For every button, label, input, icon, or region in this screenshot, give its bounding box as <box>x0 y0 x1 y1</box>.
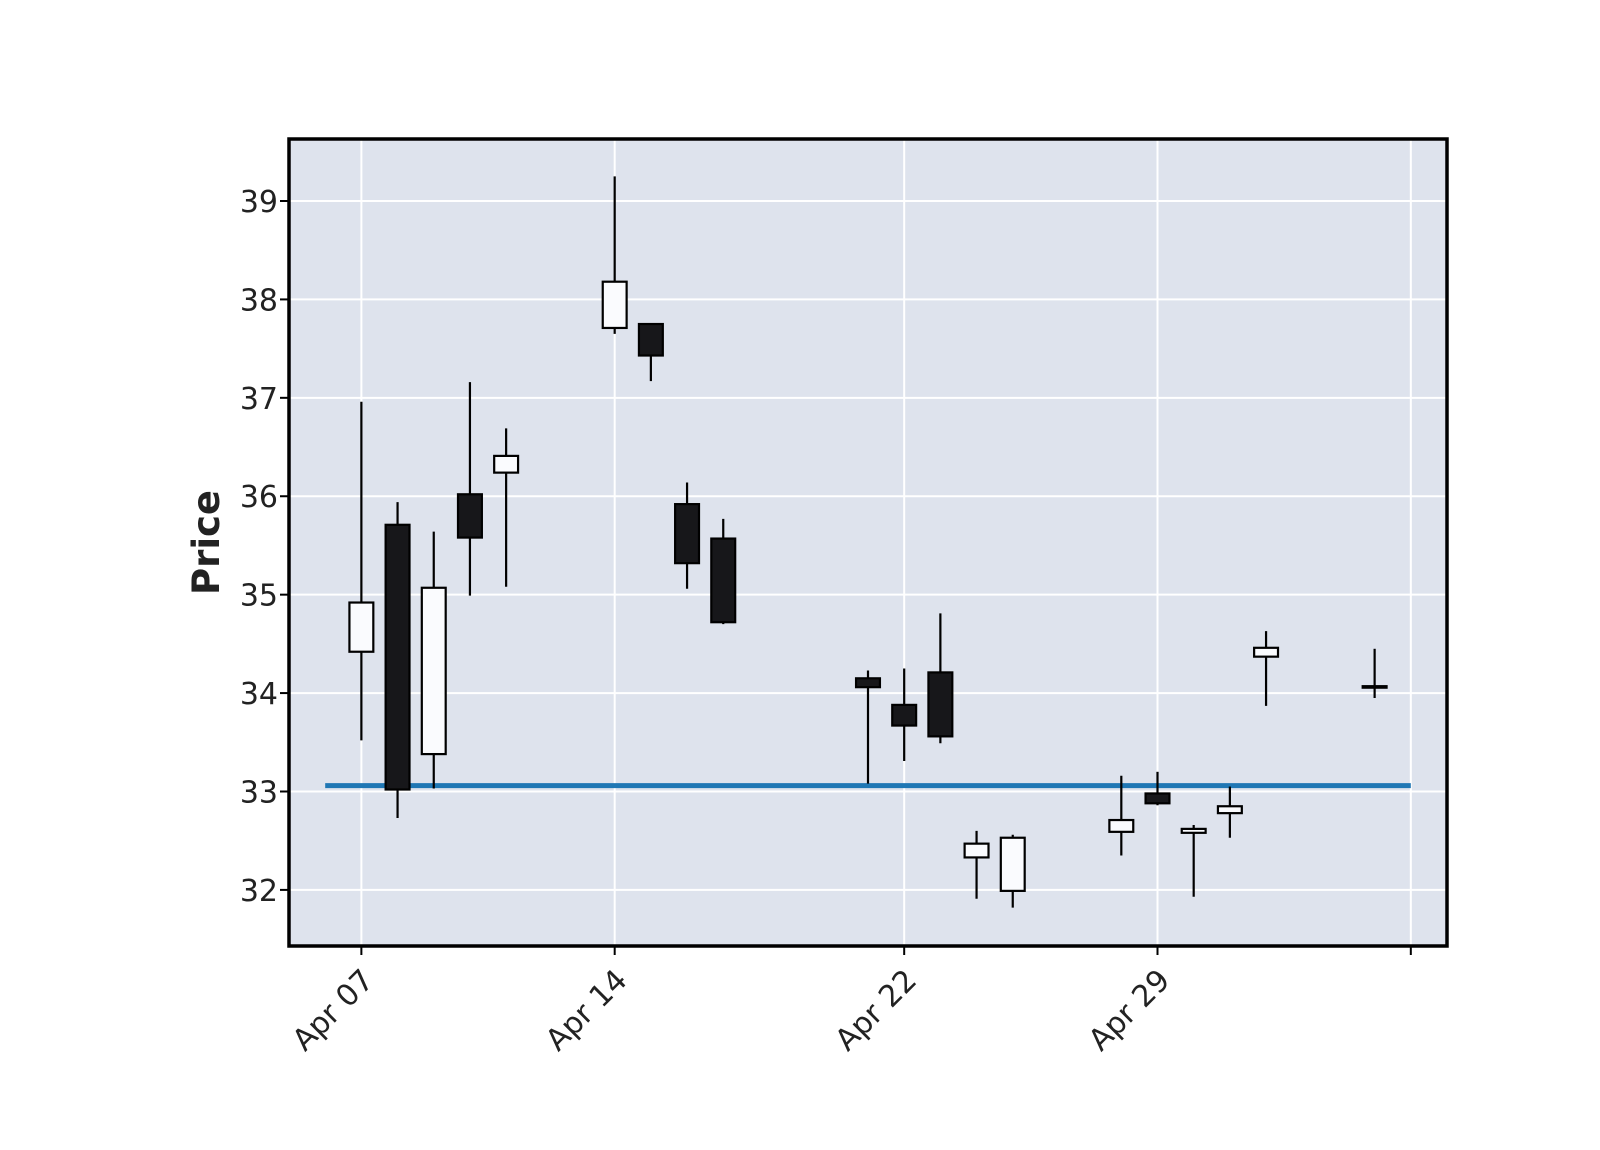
candle <box>1144 771 1171 806</box>
candle-body-up <box>963 842 990 859</box>
candle-body-up <box>1108 818 1135 833</box>
candle-body-down <box>1144 792 1171 805</box>
candle <box>891 668 918 761</box>
candle-body-up <box>601 280 628 330</box>
y-tick-label: 35 <box>240 579 278 614</box>
candle-body-down <box>927 671 954 738</box>
x-tick-label: Apr 22 <box>829 963 924 1058</box>
y-tick-label: 39 <box>240 185 278 220</box>
candle <box>384 502 411 819</box>
candle-body-down <box>854 677 882 689</box>
candle <box>927 613 954 744</box>
candle <box>493 428 520 587</box>
y-tick-label: 32 <box>240 874 278 909</box>
y-tick-label: 33 <box>240 775 278 810</box>
plot-frame <box>287 137 1449 948</box>
candle-body-up <box>420 586 447 756</box>
candle <box>348 401 375 741</box>
candle <box>1180 824 1207 897</box>
candle <box>601 176 628 334</box>
candle <box>999 834 1026 908</box>
x-tick-label: Apr 07 <box>286 963 381 1058</box>
candle <box>1253 631 1280 706</box>
candle-body-up <box>1361 685 1388 689</box>
y-axis-ticks: 32 33 34 35 36 37 38 39 <box>240 185 289 909</box>
candle-body-down <box>891 703 918 727</box>
x-tick-label: Apr 14 <box>539 963 634 1058</box>
candle <box>1108 775 1135 856</box>
candle-body-up <box>999 836 1026 892</box>
candle-body-down <box>710 537 737 624</box>
candle <box>456 382 483 596</box>
y-axis-title: Price <box>185 490 228 595</box>
candle <box>637 322 664 382</box>
grid-lines <box>289 139 1447 946</box>
candle-body-up <box>348 601 375 653</box>
candle-body-down <box>456 493 483 539</box>
candle-body-up <box>1216 805 1243 815</box>
candle-body-down <box>384 523 411 791</box>
x-axis-ticks: Apr 07 Apr 14 Apr 22 Apr 29 <box>286 946 1412 1058</box>
x-tick-label: Apr 29 <box>1082 963 1177 1058</box>
candle-body-up <box>1180 827 1207 834</box>
y-tick-label: 36 <box>240 480 278 515</box>
y-tick-label: 38 <box>240 283 278 318</box>
candles <box>348 176 1388 908</box>
candle <box>963 830 990 899</box>
candle-body-up <box>1253 646 1280 658</box>
candle <box>420 531 447 789</box>
candle-body-up <box>493 454 520 474</box>
candle-body-down <box>637 322 664 357</box>
plot-area <box>289 139 1447 946</box>
candle <box>674 482 701 589</box>
candle <box>1216 786 1243 838</box>
candle <box>1361 648 1388 698</box>
candle <box>710 518 737 625</box>
candle <box>854 670 882 784</box>
y-tick-label: 34 <box>240 677 278 712</box>
candle-body-down <box>674 503 701 565</box>
y-tick-label: 37 <box>240 382 278 417</box>
